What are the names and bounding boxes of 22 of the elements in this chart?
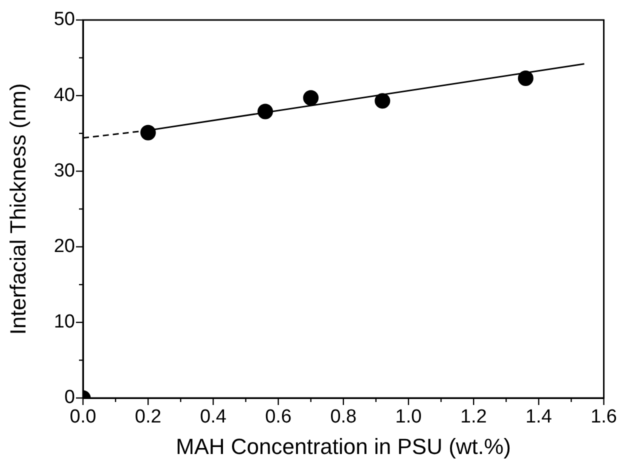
y-axis-title: Interfacial Thickness (nm) bbox=[5, 83, 30, 335]
x-axis-title: MAH Concentration in PSU (wt.%) bbox=[176, 434, 511, 459]
x-tick-label: 0.6 bbox=[265, 406, 292, 428]
y-tick-label: 40 bbox=[54, 84, 75, 106]
point bbox=[374, 93, 390, 109]
x-tick-label: 0.0 bbox=[70, 406, 96, 428]
x-tick-label: 1.0 bbox=[395, 406, 422, 428]
x-tick-label: 1.2 bbox=[460, 406, 487, 428]
point bbox=[303, 90, 319, 106]
y-tick-label: 0 bbox=[64, 387, 75, 408]
x-tick-label: 0.2 bbox=[134, 406, 162, 428]
x-tick-label: 1.6 bbox=[590, 406, 618, 428]
point bbox=[258, 104, 274, 120]
y-tick-label: 50 bbox=[54, 9, 75, 30]
x-tick-label: 1.4 bbox=[525, 406, 552, 428]
y-tick-label: 30 bbox=[54, 160, 75, 182]
y-tick-label: 10 bbox=[54, 312, 75, 333]
x-tick-label: 0.4 bbox=[200, 406, 227, 428]
point bbox=[140, 124, 156, 140]
x-tick-label: 0.8 bbox=[330, 406, 357, 428]
point bbox=[518, 70, 534, 86]
y-tick-label: 20 bbox=[54, 236, 75, 258]
